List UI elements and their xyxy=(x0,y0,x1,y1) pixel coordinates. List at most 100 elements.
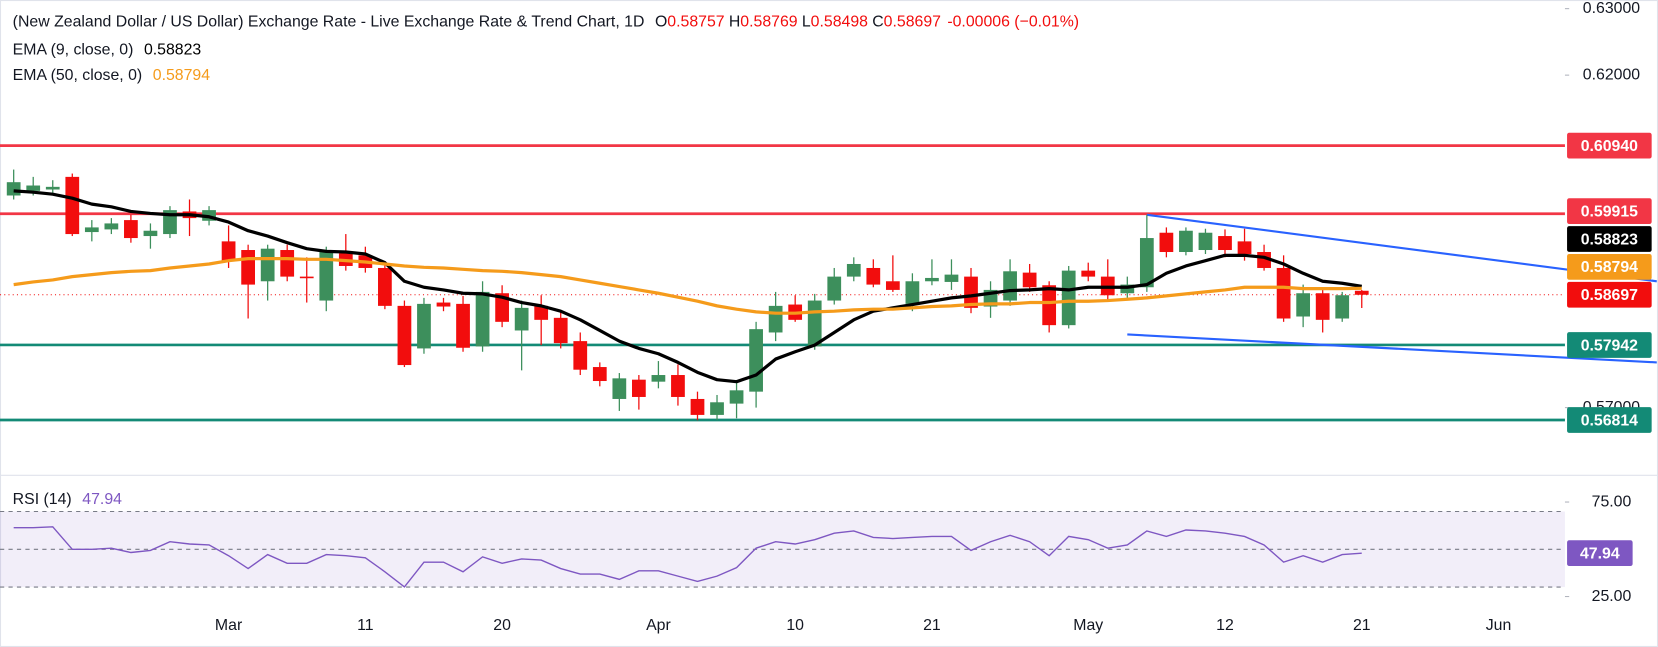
ema-line xyxy=(13,257,1362,315)
candle-body xyxy=(319,252,334,301)
candle-body xyxy=(827,276,842,301)
x-tick-label: 21 xyxy=(923,617,941,634)
price-tag-label: 0.59915 xyxy=(1581,203,1638,220)
candle-body xyxy=(1022,272,1037,288)
candle-body xyxy=(124,220,138,239)
price-tag-label: 0.60940 xyxy=(1581,138,1638,155)
candle-body xyxy=(1179,230,1193,253)
close-value: 0.58697 xyxy=(884,14,941,31)
candle-body xyxy=(104,223,119,230)
x-tick-label: 12 xyxy=(1216,617,1234,634)
x-tick-label: 21 xyxy=(1353,617,1371,634)
candle-body xyxy=(768,305,783,333)
candle-body xyxy=(514,307,529,331)
candle-body xyxy=(65,176,80,235)
x-tick-label: Jun xyxy=(1486,617,1512,634)
candle-body xyxy=(84,227,99,233)
candle-body xyxy=(221,241,236,261)
plot-layer: 0.630000.620000.5700075.0025.00Mar1120Ap… xyxy=(0,0,1657,634)
title: (New Zealand Dollar / US Dollar) Exchang… xyxy=(13,14,645,31)
candle-body xyxy=(1042,285,1057,326)
price-tag xyxy=(1567,281,1652,308)
candle-body xyxy=(378,267,392,306)
candle-body xyxy=(1296,293,1311,317)
y-tick-label: 0.62000 xyxy=(1583,66,1640,83)
x-tick-label: May xyxy=(1073,617,1103,634)
ohlc-label: H xyxy=(729,14,740,31)
price-tag-label: 0.56814 xyxy=(1581,412,1638,429)
candle-body xyxy=(1120,284,1135,294)
candle-body xyxy=(280,250,295,277)
candle-body xyxy=(944,274,959,282)
rsi-tag-label: 47.94 xyxy=(1580,545,1620,562)
candle-body xyxy=(1218,236,1232,251)
ohlc-label: L xyxy=(802,14,811,31)
legend-name: EMA (50, close, 0) xyxy=(13,67,143,84)
x-tick-label: Apr xyxy=(646,617,671,634)
candle-body xyxy=(45,186,60,190)
candle-body xyxy=(1061,270,1076,326)
candle-body xyxy=(456,303,470,348)
candle-body xyxy=(632,379,646,397)
candle-body xyxy=(534,305,549,320)
candle-body xyxy=(846,263,861,277)
candle-body xyxy=(1081,270,1096,277)
candle-body xyxy=(1237,241,1252,255)
rsi-y-tick-label: 75.00 xyxy=(1592,493,1632,510)
header: (New Zealand Dollar / US Dollar) Exchang… xyxy=(13,14,1079,31)
candle-body xyxy=(417,303,431,349)
legend-name: EMA (9, close, 0) xyxy=(13,42,134,59)
candle-body xyxy=(885,281,900,290)
legend-entry: EMA (9, close, 0) 0.58823 xyxy=(13,42,202,59)
price-tag xyxy=(1567,332,1652,358)
rsi-y-tick-label: 25.00 xyxy=(1592,588,1632,605)
ohlc-label: O xyxy=(655,14,667,31)
candle-body xyxy=(612,378,627,399)
candle-body xyxy=(1003,271,1017,301)
candle-body xyxy=(1354,290,1369,295)
ohlc-label: C xyxy=(872,14,883,31)
ema-line xyxy=(13,189,1363,384)
candle-body xyxy=(495,293,509,322)
x-tick-label: 10 xyxy=(786,617,804,634)
candle-body xyxy=(1335,295,1350,319)
price-tag xyxy=(1567,132,1652,159)
candle-body xyxy=(436,302,451,307)
candle-body xyxy=(143,230,158,237)
price-tag-label: 0.58697 xyxy=(1581,287,1638,304)
candle-body xyxy=(905,281,920,304)
indicator-legend: RSI (14) 47.94 xyxy=(13,491,122,508)
candle-body xyxy=(1139,238,1154,288)
x-tick-label: 20 xyxy=(493,617,511,634)
legend-value: 0.58794 xyxy=(153,67,210,84)
candle-body xyxy=(260,248,275,282)
candle-body xyxy=(1198,232,1213,251)
price-tag xyxy=(1567,198,1652,224)
low-value: 0.58498 xyxy=(811,14,868,31)
price-tag xyxy=(1567,253,1652,280)
candle-body xyxy=(729,390,744,404)
candle-body xyxy=(690,398,705,415)
candle-body xyxy=(397,305,412,366)
indicator-name: RSI (14) xyxy=(13,491,72,508)
candle-body xyxy=(475,291,490,347)
price-tag-label: 0.57942 xyxy=(1581,337,1638,354)
rsi-tag xyxy=(1567,540,1633,567)
candle-body xyxy=(26,185,41,191)
candle-body xyxy=(592,367,607,382)
legend-entry: EMA (50, close, 0) 0.58794 xyxy=(13,67,211,84)
candle-body xyxy=(651,375,666,382)
change: -0.00006 (−0.01%) xyxy=(947,14,1079,31)
candle-body xyxy=(866,267,881,285)
candle-body xyxy=(6,182,21,196)
indicator-value: 47.94 xyxy=(82,491,122,508)
price-tag-label: 0.58823 xyxy=(1581,231,1638,248)
candle-body xyxy=(553,317,568,344)
candle-body xyxy=(573,341,588,370)
rsi-line xyxy=(13,526,1362,588)
candle-body xyxy=(1315,293,1330,320)
candle-body xyxy=(807,300,822,347)
candle-body xyxy=(1276,267,1291,319)
